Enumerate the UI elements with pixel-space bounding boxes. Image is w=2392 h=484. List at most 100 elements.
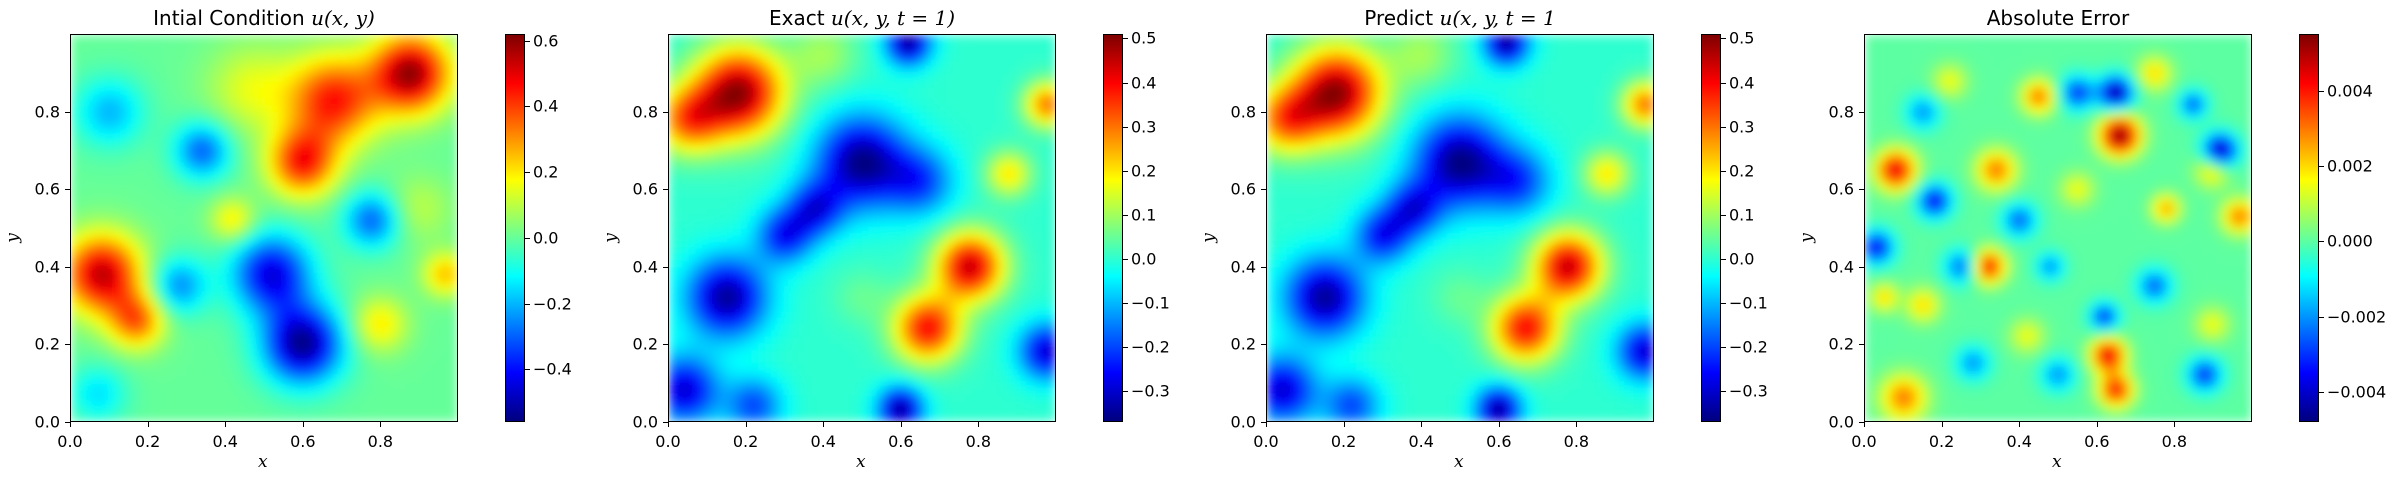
- heatmap-cell: [913, 99, 921, 107]
- heatmap-cell: [83, 80, 91, 88]
- heatmap-cell: [997, 144, 1005, 152]
- chart-title: Intial Condition u(x, y): [70, 6, 458, 30]
- heatmap-cell: [289, 311, 297, 319]
- heatmap-cell: [341, 118, 349, 126]
- heatmap-cell: [765, 41, 773, 49]
- heatmap-cell: [707, 105, 715, 113]
- heatmap-cell: [225, 363, 233, 371]
- heatmap-cell: [193, 54, 201, 62]
- heatmap-cell: [154, 285, 162, 293]
- x-tick-label: 0.0: [57, 432, 83, 451]
- heatmap-cell: [939, 105, 947, 113]
- heatmap-cell: [283, 363, 291, 371]
- heatmap-cell: [244, 311, 252, 319]
- heatmap-cell: [116, 215, 124, 223]
- heatmap-cell: [881, 125, 889, 133]
- heatmap-cell: [707, 131, 715, 139]
- heatmap-cell: [109, 112, 117, 120]
- heatmap-cell: [334, 285, 342, 293]
- heatmap-cell: [919, 144, 927, 152]
- heatmap-cell: [952, 99, 960, 107]
- heatmap-cell: [96, 356, 104, 364]
- heatmap-cell: [128, 279, 136, 287]
- heatmap-cell: [366, 195, 374, 203]
- heatmap-cell: [1029, 80, 1037, 88]
- heatmap-cell: [829, 92, 837, 100]
- heatmap-cell: [1042, 105, 1050, 113]
- heatmap-cell: [952, 157, 960, 165]
- heatmap-cell: [161, 363, 169, 371]
- heatmap-cell: [424, 228, 432, 236]
- heatmap-cell: [701, 176, 709, 184]
- heatmap-cell: [746, 47, 754, 55]
- heatmap-cell: [907, 144, 915, 152]
- heatmap-cell: [341, 247, 349, 255]
- heatmap-cell: [379, 92, 387, 100]
- heatmap-cell: [360, 92, 368, 100]
- heatmap-cell: [96, 208, 104, 216]
- heatmap-cell: [1003, 54, 1011, 62]
- heatmap-cell: [231, 73, 239, 81]
- heatmap-cell: [418, 240, 426, 248]
- heatmap-cell: [373, 356, 381, 364]
- heatmap-cell: [180, 170, 188, 178]
- heatmap-cell: [907, 86, 915, 94]
- heatmap-cell: [373, 395, 381, 403]
- heatmap-cell: [161, 388, 169, 396]
- heatmap-cell: [444, 60, 452, 68]
- heatmap-cell: [932, 163, 940, 171]
- heatmap-cell: [694, 170, 702, 178]
- x-axis-label: x: [258, 452, 268, 472]
- heatmap-cell: [977, 99, 985, 107]
- heatmap-cell: [231, 311, 239, 319]
- heatmap-cell: [186, 260, 194, 268]
- heatmap-cell: [315, 234, 323, 242]
- heatmap-cell: [823, 150, 831, 158]
- heatmap-cell: [276, 144, 284, 152]
- heatmap-cell: [437, 388, 445, 396]
- heatmap-cell: [437, 54, 445, 62]
- heatmap-cell: [173, 318, 181, 326]
- heatmap-cell: [849, 80, 857, 88]
- heatmap-cell: [77, 401, 85, 409]
- heatmap-cell: [122, 92, 130, 100]
- heatmap-cell: [238, 414, 246, 421]
- heatmap-cell: [186, 388, 194, 396]
- heatmap-cell: [167, 375, 175, 383]
- heatmap-cell: [244, 157, 252, 165]
- heatmap-cell: [193, 279, 201, 287]
- heatmap-cell: [739, 86, 747, 94]
- heatmap-cell: [244, 247, 252, 255]
- heatmap-cell: [283, 234, 291, 242]
- heatmap-cell: [90, 305, 98, 313]
- heatmap-cell: [180, 337, 188, 345]
- heatmap-cell: [109, 202, 117, 210]
- heatmap-cell: [90, 266, 98, 274]
- heatmap-cell: [1042, 131, 1050, 139]
- heatmap-cell: [225, 208, 233, 216]
- heatmap-cell: [315, 228, 323, 236]
- heatmap-cell: [411, 285, 419, 293]
- heatmap-cell: [1029, 99, 1037, 107]
- heatmap-cell: [283, 375, 291, 383]
- heatmap-cell: [379, 363, 387, 371]
- heatmap-cell: [1042, 163, 1050, 171]
- heatmap-cell: [347, 324, 355, 332]
- heatmap-cell: [399, 221, 407, 229]
- heatmap-cell: [373, 41, 381, 49]
- heatmap-cell: [206, 105, 214, 113]
- heatmap-cell: [720, 35, 728, 43]
- heatmap-cell: [778, 157, 786, 165]
- heatmap-cell: [431, 202, 439, 210]
- heatmap-cell: [231, 260, 239, 268]
- heatmap-cell: [90, 208, 98, 216]
- heatmap-cell: [193, 195, 201, 203]
- heatmap-cell: [321, 253, 329, 261]
- heatmap-cell: [154, 253, 162, 261]
- heatmap-cell: [418, 318, 426, 326]
- heatmap-cell: [945, 86, 953, 94]
- heatmap-cell: [161, 253, 169, 261]
- heatmap-cell: [276, 318, 284, 326]
- heatmap-cell: [444, 337, 452, 345]
- heatmap-cell: [360, 369, 368, 377]
